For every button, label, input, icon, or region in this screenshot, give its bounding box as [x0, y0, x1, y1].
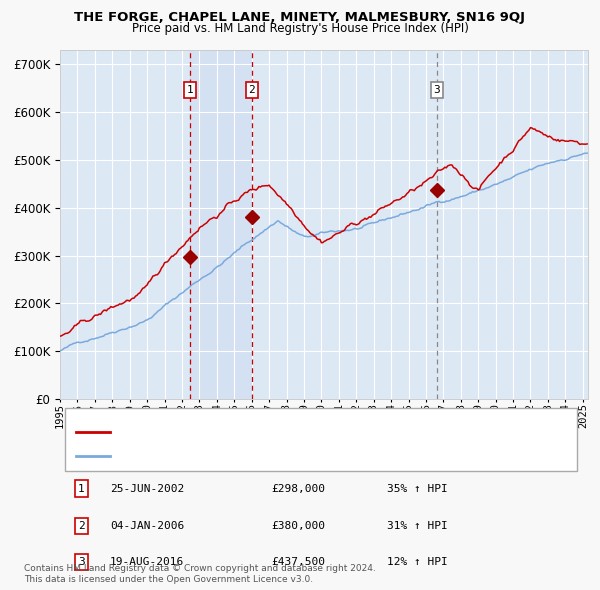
FancyBboxPatch shape [65, 408, 577, 471]
Text: £437,500: £437,500 [271, 557, 325, 567]
Text: Price paid vs. HM Land Registry's House Price Index (HPI): Price paid vs. HM Land Registry's House … [131, 22, 469, 35]
Text: THE FORGE, CHAPEL LANE, MINETY, MALMESBURY, SN16 9QJ (detached house): THE FORGE, CHAPEL LANE, MINETY, MALMESBU… [115, 427, 547, 437]
Text: 12% ↑ HPI: 12% ↑ HPI [388, 557, 448, 567]
Text: 1: 1 [187, 85, 194, 95]
Text: 31% ↑ HPI: 31% ↑ HPI [388, 521, 448, 531]
Text: 1: 1 [78, 484, 85, 493]
Text: Contains HM Land Registry data © Crown copyright and database right 2024.: Contains HM Land Registry data © Crown c… [24, 565, 376, 573]
Text: 2: 2 [248, 85, 255, 95]
Text: 25-JUN-2002: 25-JUN-2002 [110, 484, 184, 493]
Text: £380,000: £380,000 [271, 521, 325, 531]
Text: 19-AUG-2016: 19-AUG-2016 [110, 557, 184, 567]
Text: 3: 3 [434, 85, 440, 95]
Text: 04-JAN-2006: 04-JAN-2006 [110, 521, 184, 531]
Text: 3: 3 [78, 557, 85, 567]
Text: HPI: Average price, detached house, Wiltshire: HPI: Average price, detached house, Wilt… [115, 451, 397, 461]
Text: £298,000: £298,000 [271, 484, 325, 493]
Text: This data is licensed under the Open Government Licence v3.0.: This data is licensed under the Open Gov… [24, 575, 313, 584]
Text: 2: 2 [78, 521, 85, 531]
Text: 35% ↑ HPI: 35% ↑ HPI [388, 484, 448, 493]
Text: THE FORGE, CHAPEL LANE, MINETY, MALMESBURY, SN16 9QJ: THE FORGE, CHAPEL LANE, MINETY, MALMESBU… [74, 11, 526, 24]
Bar [190, 50, 252, 399]
